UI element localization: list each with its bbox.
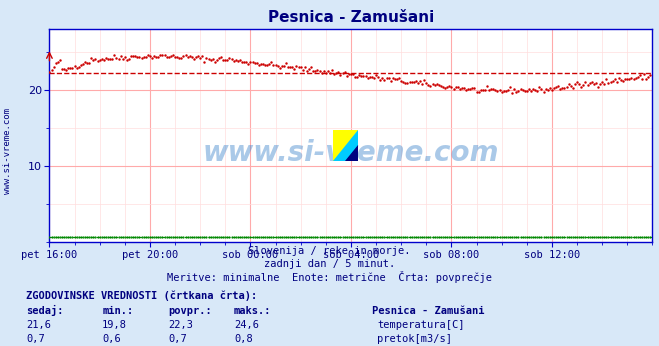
Text: povpr.:: povpr.: <box>168 306 212 316</box>
Text: 22,3: 22,3 <box>168 320 193 330</box>
Text: maks.:: maks.: <box>234 306 272 316</box>
Text: www.si-vreme.com: www.si-vreme.com <box>203 139 499 167</box>
Text: 0,6: 0,6 <box>102 334 121 344</box>
Text: zadnji dan / 5 minut.: zadnji dan / 5 minut. <box>264 260 395 270</box>
Text: min.:: min.: <box>102 306 133 316</box>
Text: 19,8: 19,8 <box>102 320 127 330</box>
Text: sedaj:: sedaj: <box>26 305 64 316</box>
Text: Slovenija / reke in morje.: Slovenija / reke in morje. <box>248 246 411 256</box>
Text: temperatura[C]: temperatura[C] <box>377 320 465 330</box>
Text: 0,7: 0,7 <box>168 334 186 344</box>
Text: 0,8: 0,8 <box>234 334 252 344</box>
Polygon shape <box>333 130 358 161</box>
Polygon shape <box>333 130 358 161</box>
Text: 0,7: 0,7 <box>26 334 45 344</box>
Text: Meritve: minimalne  Enote: metrične  Črta: povprečje: Meritve: minimalne Enote: metrične Črta:… <box>167 271 492 283</box>
Text: 21,6: 21,6 <box>26 320 51 330</box>
Polygon shape <box>345 145 358 161</box>
Text: 24,6: 24,6 <box>234 320 259 330</box>
Text: Pesnica - Zamušani: Pesnica - Zamušani <box>372 306 485 316</box>
Text: www.si-vreme.com: www.si-vreme.com <box>3 108 13 193</box>
Title: Pesnica - Zamušani: Pesnica - Zamušani <box>268 10 434 26</box>
Text: pretok[m3/s]: pretok[m3/s] <box>377 334 452 344</box>
Text: ZGODOVINSKE VREDNOSTI (črtkana črta):: ZGODOVINSKE VREDNOSTI (črtkana črta): <box>26 291 258 301</box>
